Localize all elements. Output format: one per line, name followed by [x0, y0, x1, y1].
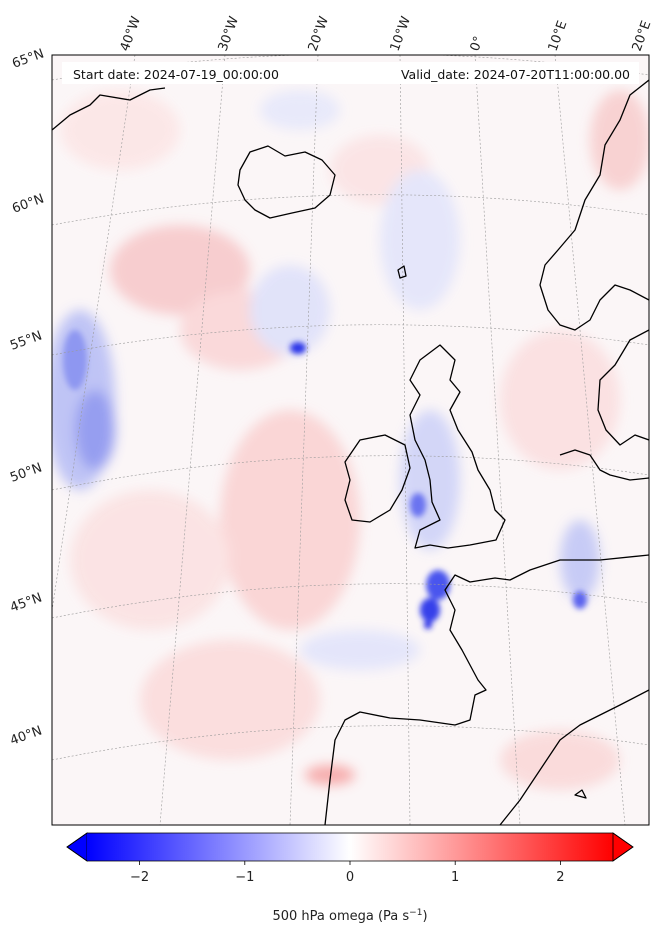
lon-label: 20°E — [630, 19, 655, 54]
great-britain-coast — [409, 344, 506, 549]
lat-labels: 65°N 60°N 55°N 50°N 45°N 40°N — [8, 46, 46, 748]
denmark-coast — [559, 449, 649, 481]
lon-label: 10°E — [546, 19, 571, 54]
lat-label: 65°N — [10, 46, 46, 71]
balearics — [574, 789, 587, 799]
colorbar-tick-label: 1 — [451, 870, 459, 885]
colorbar: −2 −1 0 1 2 500 hPa omega (Pa s−1) — [66, 832, 634, 924]
baltic-coast — [597, 329, 649, 446]
greenland-coast — [52, 87, 166, 131]
lat-label: 60°N — [10, 191, 46, 216]
colorbar-tick-label: 2 — [556, 870, 564, 885]
colorbar-extend-max — [612, 832, 634, 862]
faroe-islands — [397, 265, 407, 279]
lon-label: 20°W — [306, 14, 332, 53]
colorbar-extend-min — [66, 832, 88, 862]
ireland-coast — [344, 434, 411, 523]
lon-label: 30°W — [216, 14, 242, 53]
iceland-coast — [237, 145, 336, 219]
colorbar-tick-label: 0 — [346, 870, 354, 885]
lon-labels: 40°W 30°W 20°W 10°W 0° 10°E 20°E — [118, 14, 655, 53]
valid-date-label: Valid_date: 2024-07-20T11:00:00.00 — [401, 67, 630, 82]
lon-label: 0° — [468, 34, 487, 53]
france-iberia-coast — [324, 554, 649, 825]
omega-field — [52, 55, 649, 825]
colorbar-ticks: −2 −1 0 1 2 — [130, 861, 565, 885]
colorbar-label: 500 hPa omega (Pa s−1) — [272, 908, 427, 924]
mediterranean-coast — [499, 689, 649, 825]
lat-label: 50°N — [8, 460, 44, 485]
colorbar-gradient — [87, 833, 613, 861]
lat-label: 55°N — [8, 328, 44, 353]
start-date-label: Start date: 2024-07-19_00:00:00 — [73, 67, 279, 82]
colorbar-tick-label: −1 — [235, 870, 254, 885]
header-box — [62, 62, 639, 84]
colorbar-tick-label: −2 — [130, 870, 149, 885]
map-border — [51, 54, 650, 826]
lat-label: 45°N — [8, 590, 44, 615]
norway-coast — [539, 79, 649, 331]
lat-label: 40°N — [8, 723, 44, 748]
coastlines — [52, 79, 649, 825]
lon-label: 10°W — [388, 14, 414, 53]
colorbar-outline — [66, 832, 634, 862]
lon-label: 40°W — [118, 14, 144, 53]
